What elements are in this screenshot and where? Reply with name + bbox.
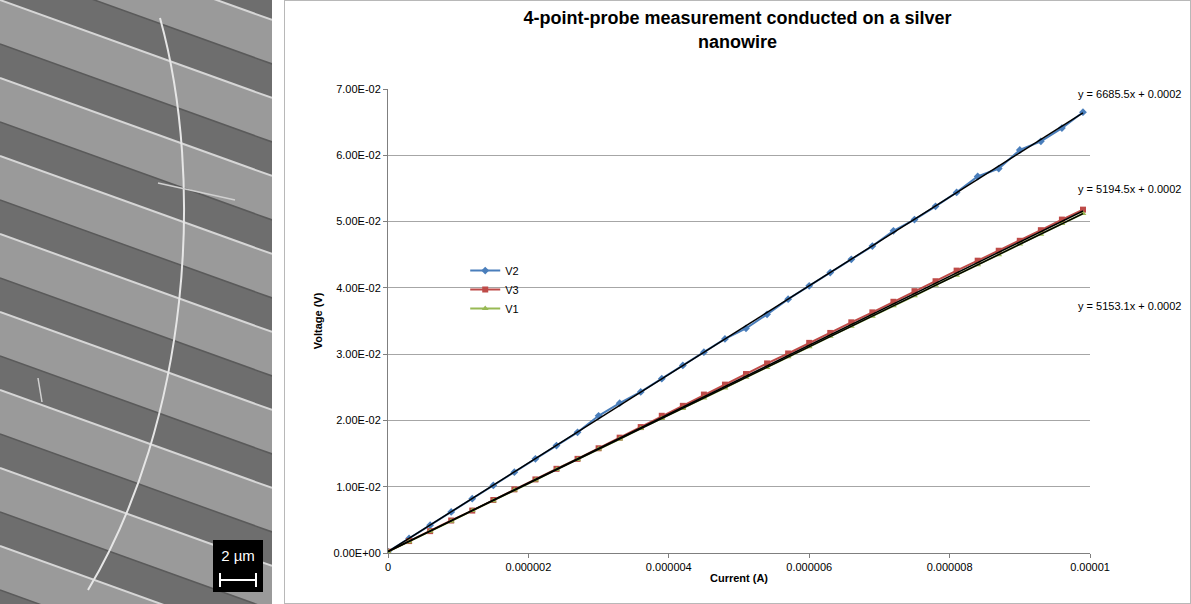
svg-text:2.00E-02: 2.00E-02 bbox=[336, 414, 381, 426]
svg-text:V2: V2 bbox=[505, 265, 518, 277]
svg-text:Voltage (V): Voltage (V) bbox=[312, 292, 324, 349]
svg-text:0.00E+00: 0.00E+00 bbox=[333, 547, 380, 559]
svg-text:y = 5153.1x + 0.0002: y = 5153.1x + 0.0002 bbox=[1078, 300, 1181, 312]
svg-text:0.000004: 0.000004 bbox=[646, 561, 692, 573]
svg-text:4-point-probe measurement cond: 4-point-probe measurement conducted on a… bbox=[523, 8, 951, 51]
svg-text:0.00001: 0.00001 bbox=[1070, 561, 1110, 573]
svg-text:V3: V3 bbox=[505, 284, 518, 296]
svg-text:0.000008: 0.000008 bbox=[927, 561, 973, 573]
svg-text:7.00E-02: 7.00E-02 bbox=[336, 83, 381, 95]
svg-text:0.000002: 0.000002 bbox=[505, 561, 551, 573]
svg-text:1.00E-02: 1.00E-02 bbox=[336, 481, 381, 493]
svg-text:V1: V1 bbox=[505, 303, 518, 315]
svg-text:y = 5194.5x + 0.0002: y = 5194.5x + 0.0002 bbox=[1078, 183, 1181, 195]
svg-text:4.00E-02: 4.00E-02 bbox=[336, 282, 381, 294]
svg-text:Current (A): Current (A) bbox=[710, 572, 768, 584]
svg-text:0: 0 bbox=[385, 561, 391, 573]
svg-text:6.00E-02: 6.00E-02 bbox=[336, 149, 381, 161]
svg-text:y = 6685.5x + 0.0002: y = 6685.5x + 0.0002 bbox=[1078, 88, 1181, 100]
svg-text:3.00E-02: 3.00E-02 bbox=[336, 348, 381, 360]
svg-text:0.000006: 0.000006 bbox=[786, 561, 832, 573]
svg-text:2 µm: 2 µm bbox=[221, 547, 255, 564]
svg-text:5.00E-02: 5.00E-02 bbox=[336, 215, 381, 227]
